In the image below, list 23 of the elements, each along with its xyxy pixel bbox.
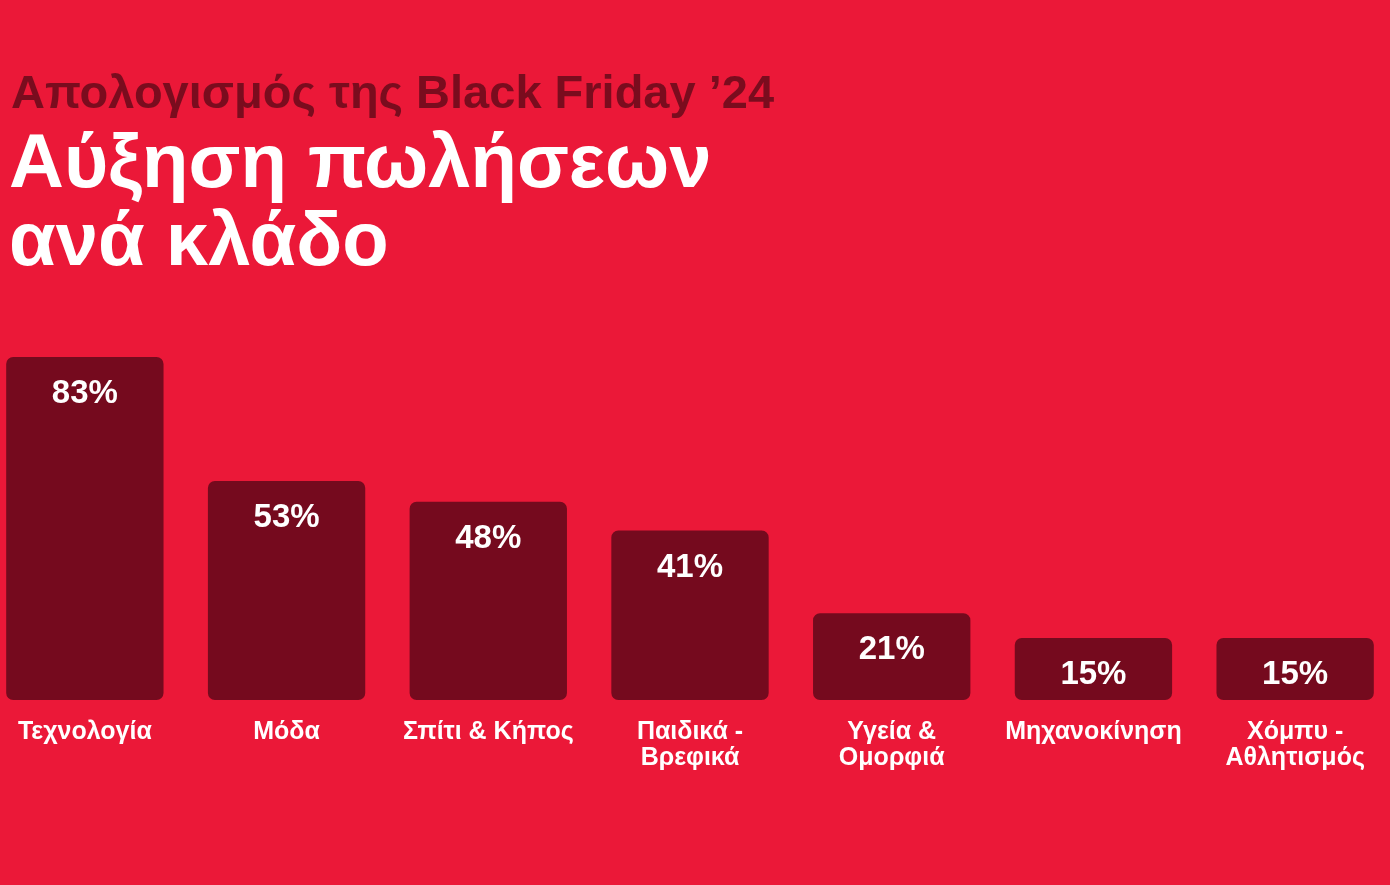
x-tick-label: Υγεία & Ομορφιά [838, 716, 946, 770]
bar [1014, 638, 1173, 700]
bar [6, 357, 164, 700]
data-label: 53% [253, 496, 320, 534]
chart-subtitle: Απολογισμός της Black Friday ’24 [11, 65, 775, 118]
bar [207, 480, 366, 700]
bar [1216, 638, 1374, 700]
bar [611, 530, 769, 700]
x-tick-label: Μηχανοκίνηση [1005, 716, 1182, 744]
data-label: 41% [656, 546, 724, 584]
chart-title: Αύξηση πωλήσεων ανά κλάδο [9, 117, 712, 281]
bar [813, 613, 971, 700]
x-tick-label: Παιδικά - Βρεφικά [636, 716, 744, 770]
data-label: 48% [455, 517, 522, 555]
x-tick-label: Τεχνολογία [17, 716, 153, 744]
x-tick-label: Σπίτι & Κήπος [402, 716, 574, 745]
bar [409, 501, 567, 700]
data-label: 21% [858, 629, 925, 667]
x-tick-label: Μόδα [253, 716, 321, 744]
data-label: 15% [1262, 654, 1329, 692]
data-label: 83% [51, 373, 118, 410]
data-label: 15% [1060, 654, 1127, 692]
x-tick-label: Χόμπυ - Αθλητισμός [1225, 716, 1365, 771]
